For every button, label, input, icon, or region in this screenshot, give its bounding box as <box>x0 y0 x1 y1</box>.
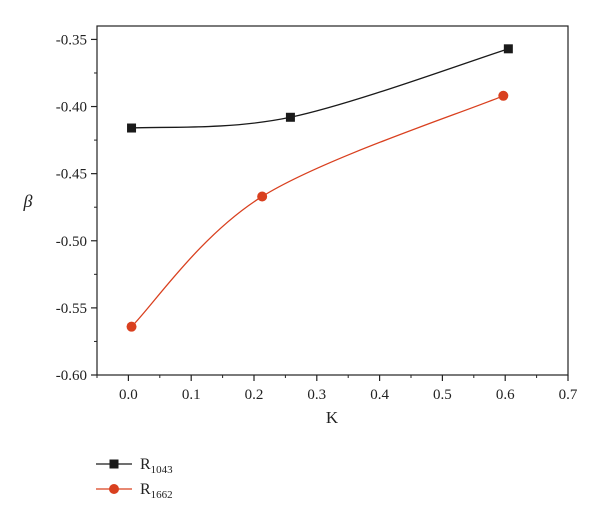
legend: R1043 R1662 <box>96 456 173 501</box>
data-point <box>503 44 513 54</box>
x-tick-label: 0.4 <box>370 387 389 403</box>
x-axis-label: K <box>326 408 339 427</box>
x-tick-label: 0.5 <box>433 387 452 403</box>
x-tick-label: 0.6 <box>496 387 515 403</box>
series-1 <box>127 44 513 133</box>
legend-item: R1043 <box>96 456 173 476</box>
data-point <box>126 321 137 332</box>
legend-item: R1662 <box>96 481 173 501</box>
y-tick-label: -0.40 <box>56 100 87 116</box>
x-tick-label: 0.3 <box>307 387 326 403</box>
data-point <box>127 123 137 133</box>
y-tick-label: -0.55 <box>56 301 87 317</box>
y-tick-label: -0.50 <box>56 234 87 250</box>
series-2 <box>126 90 509 332</box>
plot-border <box>96 25 569 376</box>
plot-frame <box>96 25 569 376</box>
y-tick-label: -0.60 <box>56 368 87 384</box>
x-tick-label: 0.0 <box>119 387 138 403</box>
series-line <box>131 48 509 129</box>
legend-label: R1043 <box>140 456 173 476</box>
y-tick-label: -0.35 <box>56 32 87 48</box>
data-point <box>257 191 268 202</box>
legend-marker <box>109 484 119 494</box>
legend-label: R1662 <box>140 481 173 501</box>
series-line <box>131 95 504 328</box>
y-axis-label: β <box>23 191 33 211</box>
x-tick-label: 0.2 <box>245 387 264 403</box>
x-tick-label: 0.7 <box>559 387 578 403</box>
legend-label-subscript: 1043 <box>151 464 174 476</box>
x-axis-ticks: 0.0 0.1 0.2 0.3 0.4 0.5 0.6 0.7 <box>96 375 578 403</box>
legend-label-subscript: 1662 <box>151 489 173 501</box>
data-point <box>285 112 295 122</box>
legend-marker <box>109 459 119 469</box>
y-tick-label: -0.45 <box>56 167 87 183</box>
data-point <box>498 90 509 101</box>
x-tick-label: 0.1 <box>182 387 201 403</box>
y-axis-ticks: -0.60 -0.55 -0.50 -0.45 -0.40 -0.35 <box>56 32 97 384</box>
series-layer <box>126 44 513 332</box>
